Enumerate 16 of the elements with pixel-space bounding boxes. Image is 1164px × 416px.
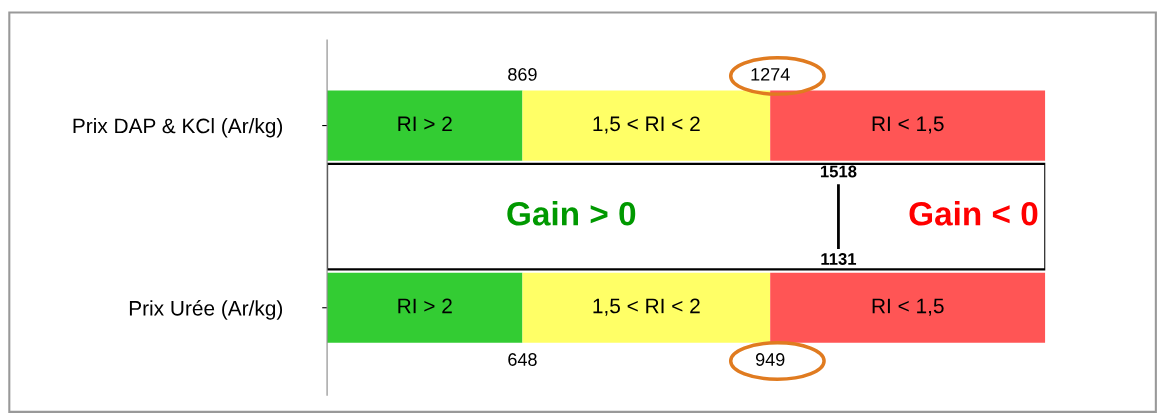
annotation: Gain < 0: [909, 201, 1038, 226]
annotation: RI > 2: [398, 116, 452, 131]
annotation: 1274: [751, 67, 790, 81]
annotation: RI < 1,5: [872, 116, 944, 134]
annotation: 1518: [820, 165, 857, 178]
annotation: 869: [508, 67, 537, 81]
text: RI < 1,5: [872, 298, 944, 316]
annotation: Gain > 0: [507, 201, 636, 226]
text: 1,5 < RI < 2: [593, 298, 700, 316]
annotation: 648: [508, 353, 537, 366]
annotation: 1,5 < RI < 2: [593, 116, 700, 134]
annotation: 1131: [821, 253, 857, 265]
text: RI > 2: [398, 298, 452, 314]
y-tick-label: Prix DAP & KCl (Ar/kg): [73, 118, 283, 138]
annotation: 949: [755, 353, 785, 366]
y-tick-label: Prix Urée (Ar/kg): [129, 300, 283, 320]
